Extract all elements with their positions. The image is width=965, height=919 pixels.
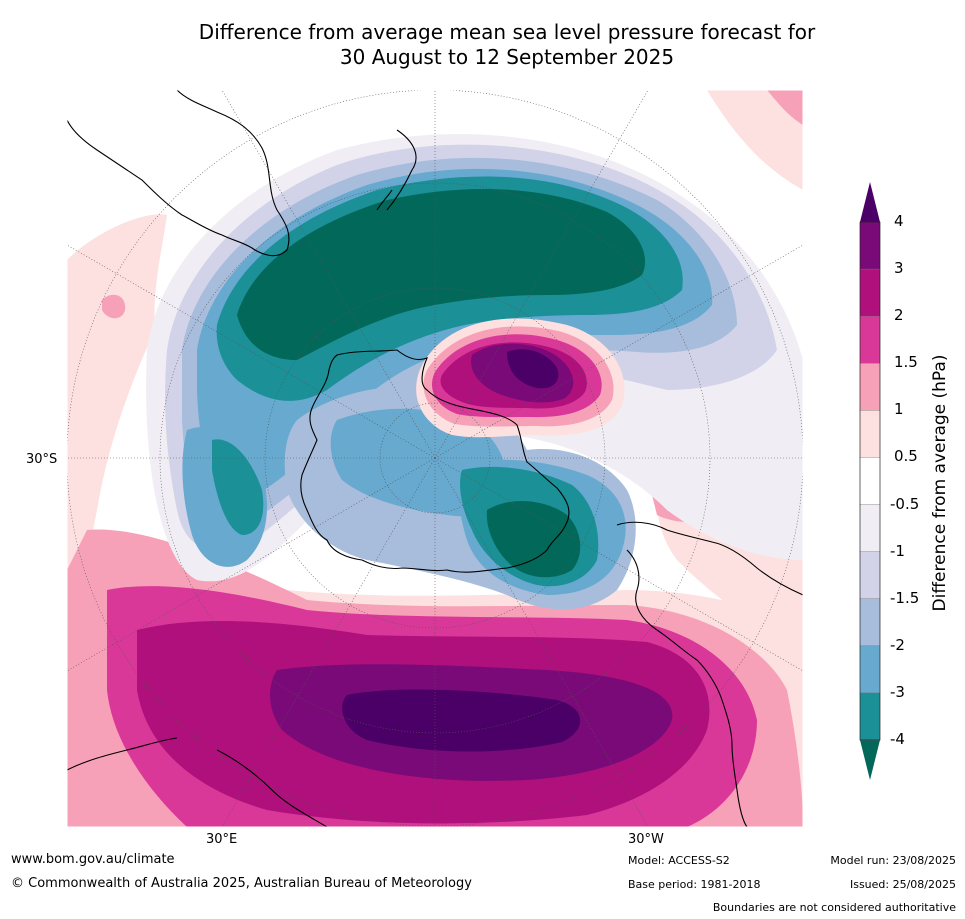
lat-label-30s: 30°S: [26, 452, 58, 467]
colorbar-band: [859, 598, 881, 647]
anomaly-region-pos-center-max: [507, 349, 559, 389]
coastlines: [67, 90, 803, 827]
issued-date: Issued: 25/08/2025: [849, 878, 956, 891]
colorbar-tick-label: 4: [894, 212, 904, 230]
coastline-antarctica: [300, 349, 570, 573]
colorbar-band: [859, 692, 881, 741]
colorbar-band: [859, 221, 881, 270]
map-title: Difference from average mean sea level p…: [0, 20, 965, 70]
colorbar-tick-label: -3: [890, 682, 905, 701]
lon-label-30w: 30°W: [628, 832, 664, 847]
colorbar-label: Difference from average (hPa): [930, 354, 950, 612]
colorbar-band: [859, 410, 881, 459]
colorbar-band: [859, 645, 881, 694]
anomaly-region-pos-low-west: [67, 214, 167, 630]
pressure-anomaly-map: [67, 90, 803, 827]
colorbar-tick-label: 1.5: [894, 353, 918, 372]
colorbar-tick-label: -1: [890, 541, 905, 560]
title-line-2: 30 August to 12 September 2025: [339, 45, 675, 69]
colorbar-arrow-bottom: [860, 740, 880, 780]
colorbar-arrow-top: [860, 182, 880, 222]
model-name: Model: ACCESS-S2: [628, 854, 730, 867]
anomaly-region-neg-west-core: [212, 439, 264, 535]
colorbar-band: [859, 457, 881, 506]
anomaly-region-pos-max-south: [342, 689, 581, 752]
model-run-date: Model run: 23/08/2025: [830, 854, 956, 867]
lon-label-30e: 30°E: [206, 832, 238, 847]
website-link[interactable]: www.bom.gov.au/climate: [11, 852, 175, 867]
anomaly-region-pos-mid-ne: [767, 90, 803, 125]
colorbar-tick-label: 0.5: [894, 447, 918, 466]
base-period: Base period: 1981-2018: [628, 878, 761, 891]
colorbar-tick-label: -0.5: [890, 494, 920, 513]
boundaries-disclaimer: Boundaries are not considered authoritat…: [712, 901, 956, 914]
colorbar-tick-label: -1.5: [890, 588, 920, 607]
colorbar-tick-label: -2: [890, 635, 905, 654]
anomaly-region-pos-west-blob: [102, 294, 126, 319]
colorbar: [859, 182, 881, 780]
graticule: [67, 90, 803, 827]
colorbar-band: [859, 363, 881, 412]
anomaly-region-neg-east-max: [486, 500, 581, 578]
coastline-south-america: [616, 521, 803, 827]
colorbar-band: [859, 268, 881, 317]
colorbar-tick-label: 1: [894, 400, 904, 419]
copyright-text: © Commonwealth of Australia 2025, Austra…: [11, 876, 472, 891]
coastline-australia: [67, 90, 290, 257]
colorbar-tick-label: -4: [890, 730, 905, 748]
title-line-1: Difference from average mean sea level p…: [198, 20, 816, 44]
coastline-africa: [67, 737, 328, 827]
colorbar-band: [859, 551, 881, 600]
colorbar-tick-label: 3: [894, 259, 904, 278]
colorbar-segments: [859, 221, 881, 741]
coastline-new-zealand: [376, 129, 417, 211]
colorbar-band: [859, 315, 881, 364]
colorbar-tick-label: 2: [894, 306, 904, 325]
anomaly-region-pos-low-ne: [707, 90, 803, 190]
colorbar-band: [859, 504, 881, 553]
anomaly-region-neg-max-north: [237, 188, 646, 360]
